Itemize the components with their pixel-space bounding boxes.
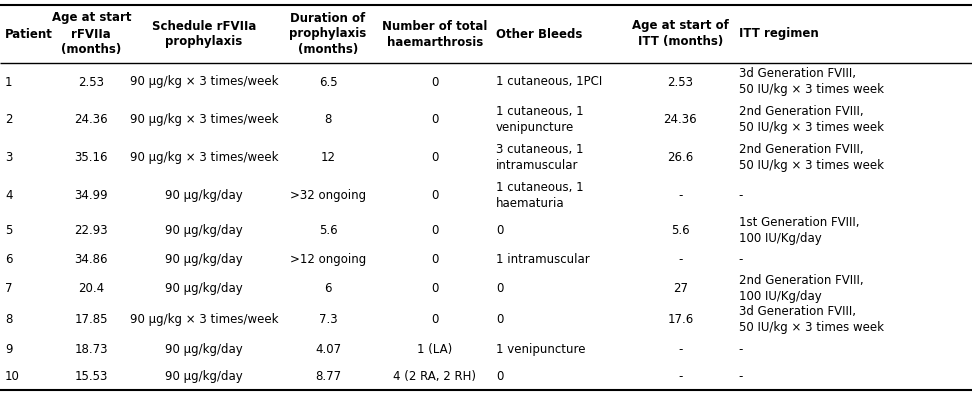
Text: 90 μg/kg/day: 90 μg/kg/day <box>165 190 243 203</box>
Text: Patient: Patient <box>5 28 52 40</box>
Text: -: - <box>739 253 744 266</box>
Text: 2: 2 <box>5 113 13 126</box>
Text: Age at start
rFVIIa
(months): Age at start rFVIIa (months) <box>52 12 131 56</box>
Text: -: - <box>739 370 744 383</box>
Text: 35.16: 35.16 <box>75 152 108 164</box>
Text: 0: 0 <box>432 283 438 295</box>
Text: 90 μg/kg/day: 90 μg/kg/day <box>165 224 243 237</box>
Text: 5.6: 5.6 <box>319 224 337 237</box>
Text: 17.85: 17.85 <box>75 314 108 326</box>
Text: 0: 0 <box>432 190 438 203</box>
Text: 0: 0 <box>432 224 438 237</box>
Text: 34.99: 34.99 <box>75 190 108 203</box>
Text: 0: 0 <box>432 253 438 266</box>
Text: 2nd Generation FVIII,
50 IU/kg × 3 times week: 2nd Generation FVIII, 50 IU/kg × 3 times… <box>739 105 884 134</box>
Text: Schedule rFVIIa
prophylaxis: Schedule rFVIIa prophylaxis <box>152 19 257 49</box>
Text: 24.36: 24.36 <box>75 113 108 126</box>
Text: 1 intramuscular: 1 intramuscular <box>496 253 590 266</box>
Text: 90 μg/kg/day: 90 μg/kg/day <box>165 370 243 383</box>
Text: 24.36: 24.36 <box>664 113 697 126</box>
Text: 0: 0 <box>496 314 503 326</box>
Text: 5.6: 5.6 <box>671 224 690 237</box>
Text: 5: 5 <box>5 224 13 237</box>
Text: 8: 8 <box>5 314 13 326</box>
Text: 4: 4 <box>5 190 13 203</box>
Text: 1 (LA): 1 (LA) <box>417 343 453 356</box>
Text: 1 cutaneous, 1PCI: 1 cutaneous, 1PCI <box>496 75 602 89</box>
Text: 3d Generation FVIII,
50 IU/kg × 3 times week: 3d Generation FVIII, 50 IU/kg × 3 times … <box>739 68 884 96</box>
Text: 0: 0 <box>432 75 438 89</box>
Text: 3d Generation FVIII,
50 IU/kg × 3 times week: 3d Generation FVIII, 50 IU/kg × 3 times … <box>739 306 884 335</box>
Text: >12 ongoing: >12 ongoing <box>290 253 366 266</box>
Text: 4 (2 RA, 2 RH): 4 (2 RA, 2 RH) <box>394 370 476 383</box>
Text: 90 μg/kg/day: 90 μg/kg/day <box>165 343 243 356</box>
Text: 90 μg/kg/day: 90 μg/kg/day <box>165 283 243 295</box>
Text: 1 venipuncture: 1 venipuncture <box>496 343 585 356</box>
Text: 3: 3 <box>5 152 13 164</box>
Text: 90 μg/kg × 3 times/week: 90 μg/kg × 3 times/week <box>130 314 278 326</box>
Text: 12: 12 <box>321 152 335 164</box>
Text: Other Bleeds: Other Bleeds <box>496 28 582 40</box>
Text: 0: 0 <box>432 152 438 164</box>
Text: 3 cutaneous, 1
intramuscular: 3 cutaneous, 1 intramuscular <box>496 143 583 173</box>
Text: 0: 0 <box>432 113 438 126</box>
Text: 2.53: 2.53 <box>79 75 104 89</box>
Text: 1: 1 <box>5 75 13 89</box>
Text: -: - <box>739 190 744 203</box>
Text: 6: 6 <box>325 283 331 295</box>
Text: 2nd Generation FVIII,
100 IU/Kg/day: 2nd Generation FVIII, 100 IU/Kg/day <box>739 274 863 304</box>
Text: 0: 0 <box>496 283 503 295</box>
Text: 22.93: 22.93 <box>75 224 108 237</box>
Text: 15.53: 15.53 <box>75 370 108 383</box>
Text: Number of total
haemarthrosis: Number of total haemarthrosis <box>382 19 488 49</box>
Text: 10: 10 <box>5 370 19 383</box>
Text: 4.07: 4.07 <box>315 343 341 356</box>
Text: 27: 27 <box>673 283 688 295</box>
Text: 8: 8 <box>325 113 331 126</box>
Text: 90 μg/kg × 3 times/week: 90 μg/kg × 3 times/week <box>130 113 278 126</box>
Text: 2.53: 2.53 <box>668 75 693 89</box>
Text: >32 ongoing: >32 ongoing <box>290 190 366 203</box>
Text: 7.3: 7.3 <box>319 314 337 326</box>
Text: 90 μg/kg × 3 times/week: 90 μg/kg × 3 times/week <box>130 152 278 164</box>
Text: 20.4: 20.4 <box>79 283 104 295</box>
Text: 0: 0 <box>432 314 438 326</box>
Text: 8.77: 8.77 <box>315 370 341 383</box>
Text: 1 cutaneous, 1
venipuncture: 1 cutaneous, 1 venipuncture <box>496 105 583 134</box>
Text: 34.86: 34.86 <box>75 253 108 266</box>
Text: Duration of
prophylaxis
(months): Duration of prophylaxis (months) <box>290 12 366 56</box>
Text: -: - <box>678 190 682 203</box>
Text: 18.73: 18.73 <box>75 343 108 356</box>
Text: 2nd Generation FVIII,
50 IU/kg × 3 times week: 2nd Generation FVIII, 50 IU/kg × 3 times… <box>739 143 884 173</box>
Text: -: - <box>739 343 744 356</box>
Text: 0: 0 <box>496 370 503 383</box>
Text: 26.6: 26.6 <box>667 152 694 164</box>
Text: -: - <box>678 343 682 356</box>
Text: Age at start of
ITT (months): Age at start of ITT (months) <box>632 19 729 49</box>
Text: 6.5: 6.5 <box>319 75 337 89</box>
Text: 9: 9 <box>5 343 13 356</box>
Text: -: - <box>678 253 682 266</box>
Text: 1st Generation FVIII,
100 IU/Kg/day: 1st Generation FVIII, 100 IU/Kg/day <box>739 216 859 245</box>
Text: 90 μg/kg × 3 times/week: 90 μg/kg × 3 times/week <box>130 75 278 89</box>
Text: -: - <box>678 370 682 383</box>
Text: ITT regimen: ITT regimen <box>739 28 818 40</box>
Text: 17.6: 17.6 <box>667 314 694 326</box>
Text: 1 cutaneous, 1
haematuria: 1 cutaneous, 1 haematuria <box>496 182 583 211</box>
Text: 6: 6 <box>5 253 13 266</box>
Text: 90 μg/kg/day: 90 μg/kg/day <box>165 253 243 266</box>
Text: 7: 7 <box>5 283 13 295</box>
Text: 0: 0 <box>496 224 503 237</box>
